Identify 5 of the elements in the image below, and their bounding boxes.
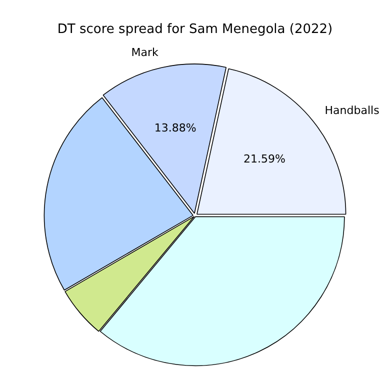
data-label: 21.59%	[244, 152, 286, 166]
slice-label: Handballs	[324, 104, 380, 118]
chart-title: DT score spread for Sam Menegola (2022)	[57, 22, 333, 38]
slice-label: Mark	[131, 46, 159, 60]
data-label: 13.88%	[154, 122, 196, 135]
